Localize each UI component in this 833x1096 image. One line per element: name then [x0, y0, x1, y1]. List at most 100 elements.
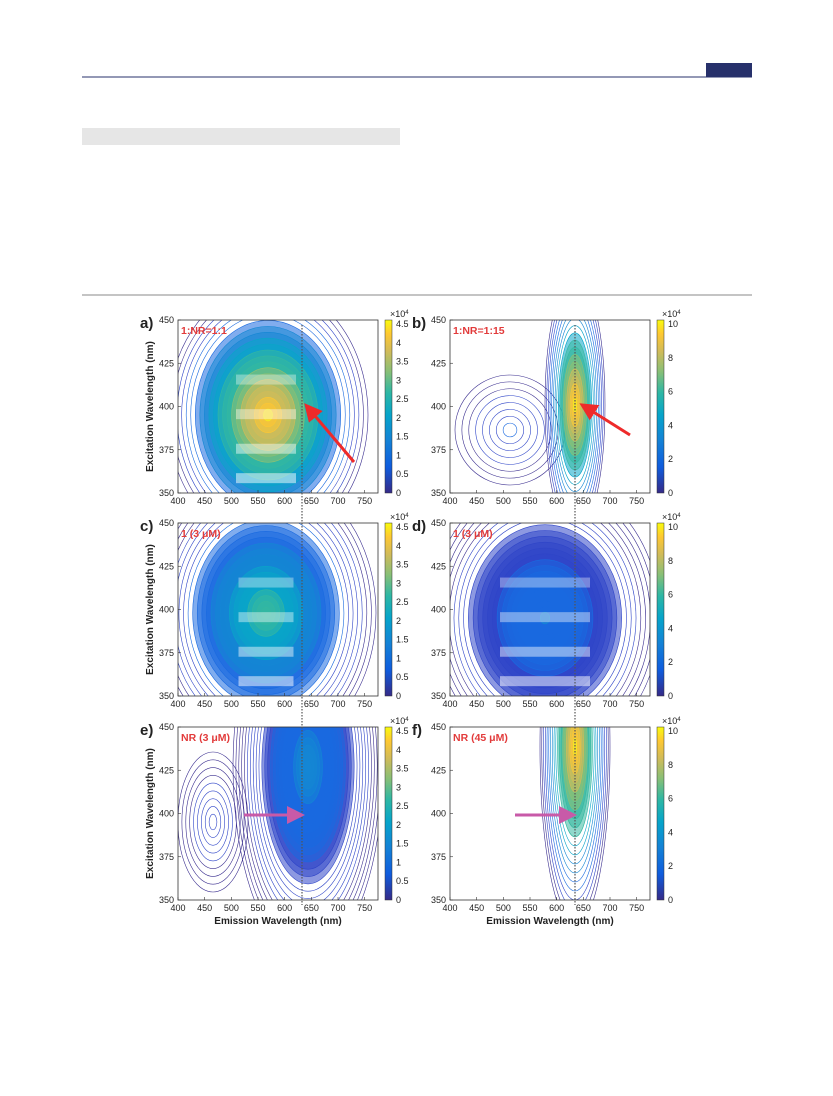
colorbar-tick-label: 8 [668, 760, 673, 770]
x-axis-label: Emission Wavelength (nm) [214, 916, 341, 927]
y-axis-label: Excitation Wavelength (nm) [145, 544, 156, 675]
colorbar-tick-label: 2.5 [396, 394, 409, 404]
panel-letter: d) [412, 518, 426, 535]
colorbar-tick-label: 4.5 [396, 319, 409, 329]
y-tick-label: 375 [431, 445, 446, 455]
x-tick-label: 550 [250, 699, 265, 709]
colorbar-tick-label: 3 [396, 782, 401, 792]
colorbar-tick-label: 0.5 [396, 469, 409, 479]
contour [489, 409, 531, 451]
contour [178, 751, 249, 893]
contour [252, 727, 364, 900]
panel-letter: e) [140, 722, 153, 739]
colorbar-tick-label: 2 [396, 820, 401, 830]
x-tick-label: 450 [469, 699, 484, 709]
exponent-base: ×10 [390, 512, 405, 522]
contour-band [500, 577, 590, 588]
colorbar [656, 522, 665, 697]
contour [544, 320, 606, 493]
contour [468, 388, 552, 472]
exponent-base: ×10 [390, 309, 405, 319]
contour [502, 422, 518, 438]
contour [181, 759, 245, 885]
contour [178, 320, 369, 493]
contour [263, 408, 273, 422]
panel-label: 1 (3 μM) [453, 528, 493, 540]
colorbar-tick-label: 1 [396, 450, 401, 460]
exponent-power: 4 [405, 310, 409, 316]
colorbar-exponent: ×104 [390, 512, 409, 522]
y-tick-label: 400 [431, 402, 446, 412]
contour [450, 523, 642, 696]
contour [453, 523, 637, 696]
y-tick-label: 450 [431, 722, 446, 732]
y-tick-label: 425 [159, 561, 174, 571]
x-tick-label: 500 [224, 903, 239, 913]
colorbar-tick-label: 0.5 [396, 672, 409, 682]
contour-plot [178, 320, 369, 493]
colorbar-tick-label: 3.5 [396, 764, 409, 774]
y-tick-label: 375 [159, 852, 174, 862]
contour [178, 523, 358, 696]
colorbar-tick-label: 2 [396, 616, 401, 626]
x-tick-label: 400 [170, 496, 185, 506]
contour [247, 727, 369, 900]
contour [232, 727, 378, 900]
colorbar-tick-label: 1.5 [396, 432, 409, 442]
y-tick-label: 425 [431, 561, 446, 571]
exponent-power: 4 [405, 513, 409, 519]
x-tick-label: 400 [170, 699, 185, 709]
colorbar-tick-label: 1 [396, 653, 401, 663]
contour [178, 523, 354, 696]
x-tick-label: 750 [629, 699, 644, 709]
colorbar [656, 726, 665, 901]
panel: 400 450 500 550 600 650 700 750 450 425 400 375 350 4… [140, 512, 409, 709]
panel-label: 1 (3 μM) [181, 528, 221, 540]
panel: 400 450 500 550 600 650 700 750 450 425 400 375 350 1… [412, 512, 681, 709]
x-tick-label: 650 [576, 699, 591, 709]
y-tick-label: 375 [431, 852, 446, 862]
contour [189, 775, 237, 869]
y-tick-label: 450 [159, 722, 174, 732]
exponent-base: ×10 [390, 716, 405, 726]
x-tick-label: 700 [602, 496, 617, 506]
annotation-arrow [579, 403, 631, 437]
x-tick-label: 650 [304, 496, 319, 506]
annotation-arrow [304, 403, 356, 463]
panel-letter: f) [412, 722, 422, 739]
contour-band [236, 473, 296, 484]
colorbar-exponent: ×104 [662, 716, 681, 726]
y-tick-label: 375 [159, 648, 174, 658]
contour [544, 727, 606, 900]
contour-band [236, 409, 296, 420]
x-tick-label: 400 [170, 903, 185, 913]
contour [548, 320, 602, 493]
colorbar-tick-label: 3.5 [396, 357, 409, 367]
contour-band [500, 676, 590, 687]
colorbar-tick-label: 0 [668, 488, 673, 498]
x-tick-label: 450 [469, 496, 484, 506]
colorbar-tick-label: 3 [396, 578, 401, 588]
colorbar-tick-label: 4 [396, 541, 401, 551]
contour [185, 767, 241, 877]
panel-letter: c) [140, 518, 153, 535]
contour [551, 727, 599, 865]
colorbar-tick-label: 6 [668, 590, 673, 600]
x-tick-label: 750 [357, 496, 372, 506]
y-tick-label: 425 [159, 765, 174, 775]
contour [255, 727, 361, 899]
colorbar [656, 319, 665, 494]
x-tick-label: 700 [330, 699, 345, 709]
colorbar-tick-label: 2 [668, 657, 673, 667]
colorbar-exponent: ×104 [662, 309, 681, 319]
exponent-power: 4 [677, 513, 681, 519]
exponent-power: 4 [677, 717, 681, 723]
colorbar-tick-label: 0 [396, 691, 401, 701]
colorbar-tick-label: 6 [668, 794, 673, 804]
contour [549, 320, 601, 493]
contour [190, 320, 346, 493]
contour [539, 611, 551, 625]
colorbar-tick-label: 0.5 [396, 876, 409, 886]
panel-label: NR (3 μM) [181, 732, 230, 744]
